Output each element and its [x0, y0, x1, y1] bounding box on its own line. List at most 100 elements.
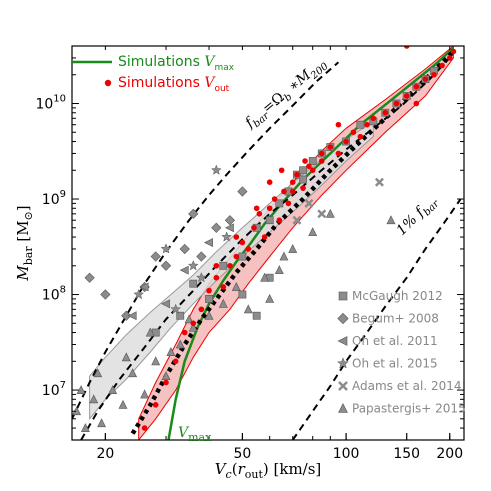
papastergis-2015-point: [118, 399, 128, 409]
mcgaugh-2012-point: [299, 166, 307, 175]
x-tick-label: 200: [436, 446, 463, 462]
mcgaugh-2012-point: [356, 120, 365, 129]
papastergis-2015-point: [128, 368, 138, 378]
oh-et-al-2015-point: [195, 271, 207, 283]
vout-points-point: [227, 262, 233, 269]
x-tick-label: 150: [393, 446, 420, 462]
oh-et-al-2015-point: [133, 288, 145, 300]
oh-et-al-2015-point: [187, 260, 199, 271]
papastergis-2015-point: [184, 314, 194, 324]
obs-band: [89, 120, 374, 421]
legend-obs-label: Oh et al. 2015: [352, 357, 438, 371]
begum-2008-point: [179, 243, 190, 255]
papastergis-2015-point: [288, 243, 298, 253]
begum-2008-point: [160, 260, 172, 271]
vout-points-point: [300, 185, 306, 191]
vout-points-point: [357, 133, 364, 140]
mcgaugh-2012-point: [265, 216, 274, 225]
papastergis-2015-point: [279, 251, 289, 261]
vout-points-point: [289, 179, 296, 186]
vout-points-point: [413, 83, 420, 90]
vout-points-point: [163, 379, 169, 386]
papastergis-2015-point: [265, 293, 275, 303]
papastergis-2015-point: [108, 385, 118, 394]
vout-points-point: [190, 320, 197, 327]
vout-points-point: [198, 306, 205, 313]
oh-et-al-2011-point: [139, 282, 149, 292]
vout-points-point: [450, 48, 457, 55]
vout-points-point: [233, 253, 240, 260]
legend-top-label: Simulations Vmax: [118, 54, 235, 73]
vout-points-point: [152, 402, 159, 408]
mcgaugh-2012-point: [176, 311, 185, 320]
vout-points-point: [422, 76, 429, 82]
vout-points-point: [294, 171, 300, 178]
vout-points-point: [266, 179, 273, 186]
papastergis-2015-point: [308, 227, 318, 237]
legend-papastergis-2015-swatch: [338, 403, 348, 413]
oh-et-al-2011-point: [204, 238, 213, 248]
vout-points-point: [327, 144, 334, 150]
vout-points-point: [206, 287, 212, 294]
y-axis-label: Mbar [M⊙]: [14, 205, 35, 281]
vout-points-point: [213, 262, 220, 269]
oh-et-al-2015-point: [170, 303, 182, 314]
mcgaugh-2012-point: [238, 290, 247, 299]
papastergis-2015-point: [166, 347, 176, 356]
oh-et-al-2011-point: [161, 299, 170, 309]
papastergis-2015-point: [175, 339, 185, 349]
vout-points-point: [431, 71, 437, 78]
papastergis-2015-point: [188, 322, 198, 332]
vout-points-point: [281, 188, 287, 195]
papastergis-2015-point: [274, 265, 284, 275]
mcgaugh-2012-point: [189, 279, 198, 288]
vout-points-point: [403, 46, 410, 49]
vout-points-point: [213, 274, 220, 281]
begum-2008-point: [121, 310, 132, 321]
mcgaugh-2012-point: [308, 157, 317, 165]
oh-et-al-2015-point: [160, 243, 172, 254]
vout-points-point: [278, 167, 285, 174]
vout-points-point: [335, 121, 342, 128]
oh-et-al-2011-point: [127, 311, 137, 321]
begum-2008-point: [196, 251, 207, 262]
vout-points-point: [261, 234, 268, 240]
vout-points-point: [233, 234, 240, 240]
begum-2008-point: [150, 251, 161, 262]
legend-mcgaugh-2012-swatch: [338, 291, 348, 301]
vout-points-point: [289, 188, 296, 195]
papastergis-2015-point: [145, 327, 155, 337]
begum-2008-point: [188, 208, 199, 219]
x-tick-label: 50: [233, 446, 251, 462]
mcgaugh-2012-point: [219, 261, 228, 270]
vout-points-point: [181, 329, 188, 336]
papastergis-2015-point: [80, 423, 90, 432]
adams-et-al-2014-point: [317, 209, 327, 219]
vout-points-point: [239, 239, 246, 246]
vout-points-point: [256, 211, 263, 217]
begum-2008-point: [211, 222, 222, 233]
legend-oh-et-al-2011-swatch: [337, 336, 348, 346]
papastergis-2015-point: [89, 394, 99, 404]
vout-points-point: [318, 158, 325, 164]
papastergis-2015-point: [325, 208, 335, 218]
vout-points-point: [364, 121, 370, 128]
papastergis-2015-point: [260, 272, 270, 282]
mcgaugh-2012-point: [238, 252, 247, 261]
x-tick-label: 100: [333, 446, 360, 462]
vout-points-point: [306, 163, 312, 170]
legend-adams-et-al-2014-swatch: [338, 381, 348, 391]
mcgaugh-2012-point: [252, 311, 261, 320]
vout-points-point: [403, 93, 410, 99]
y-tick-label: 1010: [35, 94, 66, 113]
y-tick-label: 108: [42, 285, 66, 304]
papastergis-2015-point: [204, 310, 214, 320]
vout-points-point: [350, 129, 357, 136]
begum-2008-point: [237, 186, 248, 197]
papastergis-2015-point: [218, 298, 228, 308]
vout-points-point: [266, 205, 273, 212]
begum-2008-point: [84, 272, 95, 283]
oh-et-al-2015-point: [210, 164, 222, 175]
mcgaugh-2012-point: [205, 295, 213, 303]
1-fbar-line: [291, 198, 462, 440]
